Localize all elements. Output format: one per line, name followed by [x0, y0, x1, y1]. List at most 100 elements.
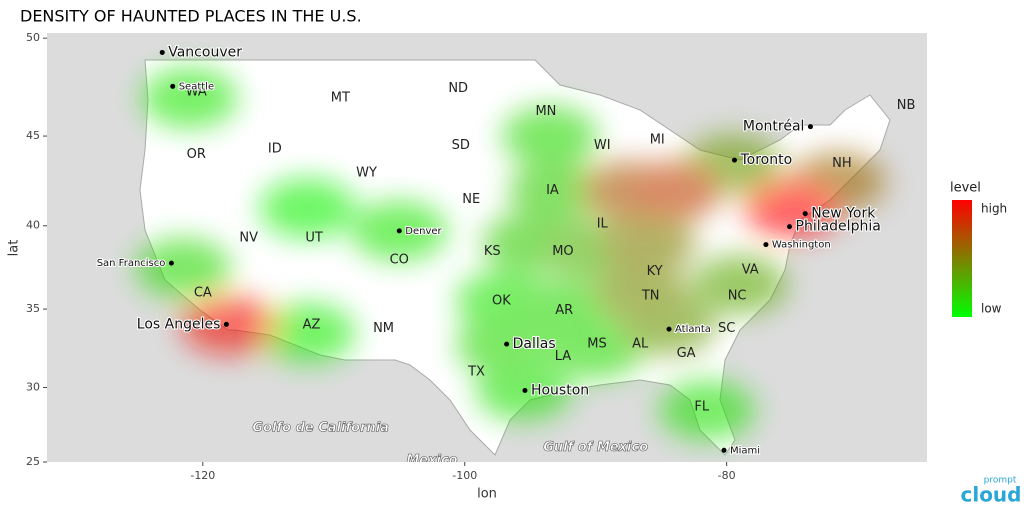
legend-title: level — [950, 181, 981, 196]
state-label: GA — [677, 346, 696, 361]
state-label: NH — [832, 156, 852, 171]
city-label: New York — [811, 206, 876, 222]
density-blob — [259, 303, 356, 364]
state-label: WY — [356, 165, 377, 180]
density-blob — [547, 318, 644, 379]
state-label: KY — [647, 264, 663, 279]
logo-top: prompt — [984, 476, 1017, 486]
state-label: AR — [555, 303, 573, 318]
state-label: MS — [587, 337, 606, 352]
state-label: NB — [897, 98, 916, 113]
logo-main: cloud — [960, 483, 1021, 507]
city-label: Los Angeles — [137, 316, 221, 332]
city-dot — [763, 242, 769, 248]
state-label: SC — [718, 321, 735, 336]
city-dot — [522, 388, 528, 394]
state-label: CA — [194, 285, 212, 300]
state-label: NM — [373, 321, 394, 336]
state-label: ND — [448, 81, 468, 96]
state-label: TX — [467, 365, 485, 380]
city-dot — [168, 260, 174, 266]
city-label: Washington — [772, 240, 831, 251]
state-label: NC — [728, 289, 747, 304]
y-tick-label: 30 — [26, 380, 40, 393]
state-label: CO — [390, 252, 409, 267]
city-label: Seattle — [179, 81, 214, 92]
y-tick-label: 35 — [26, 302, 40, 315]
place-label: Mexico — [406, 453, 457, 468]
state-label: MI — [650, 132, 665, 147]
city-dot — [223, 321, 229, 327]
state-label: AZ — [303, 318, 321, 333]
state-label: IA — [546, 183, 559, 198]
city-dot — [807, 124, 813, 130]
city-dot — [802, 211, 808, 217]
y-tick-label: 25 — [26, 455, 40, 468]
density-blob — [456, 315, 553, 376]
city-label: Miami — [730, 445, 760, 456]
state-label: NV — [239, 230, 258, 245]
city-dot — [721, 447, 727, 453]
density-blob — [181, 295, 278, 356]
density-blob — [659, 380, 755, 441]
city-dot — [666, 326, 672, 332]
y-axis-label: lat — [7, 240, 22, 257]
x-tick-label: -120 — [190, 469, 215, 482]
state-label: OR — [187, 147, 206, 162]
density-blob — [135, 238, 232, 299]
place-label: Gulf of Mexico — [543, 440, 648, 455]
density-blob — [259, 178, 356, 239]
y-tick-label: 45 — [26, 129, 40, 142]
density-blob — [744, 178, 841, 239]
density-blob — [141, 68, 238, 129]
state-label: LA — [555, 349, 572, 364]
density-blob — [600, 212, 697, 273]
x-axis-label: lon — [477, 487, 497, 502]
state-label: WA — [186, 85, 207, 100]
city-dot — [396, 228, 402, 234]
state-label: SD — [452, 138, 470, 153]
city-dot — [732, 157, 737, 163]
density-blob — [626, 160, 723, 221]
city-dot — [787, 224, 792, 230]
legend-high: high — [981, 202, 1007, 216]
city-label: San Francisco — [97, 258, 166, 269]
density-blob — [501, 106, 598, 167]
chart-title: DENSITY OF HAUNTED PLACES IN THE U.S. — [20, 7, 362, 26]
state-label: UT — [305, 230, 323, 245]
place-label: Golfo de California — [252, 421, 389, 436]
x-tick-label: -80 — [718, 469, 736, 482]
x-tick-label: -100 — [452, 469, 477, 482]
legend-low: low — [981, 302, 1002, 316]
density-layer — [135, 68, 886, 441]
state-label: VA — [742, 262, 759, 277]
density-blob — [593, 262, 690, 323]
state-label: IL — [597, 217, 609, 232]
density-blob — [508, 160, 605, 221]
city-label: Dallas — [513, 336, 556, 352]
state-label: WI — [594, 138, 611, 153]
state-label: OK — [492, 293, 511, 308]
city-label: Montréal — [743, 119, 805, 135]
y-tick-label: 40 — [26, 219, 40, 232]
state-label: NE — [462, 192, 480, 207]
city-dot — [504, 341, 510, 347]
city-label: Denver — [405, 226, 442, 237]
state-label: MN — [535, 104, 556, 119]
density-blob — [691, 254, 788, 315]
state-label: KS — [484, 244, 501, 259]
state-label: FL — [694, 400, 709, 415]
city-label: Toronto — [740, 152, 793, 168]
y-tick-label: 50 — [26, 31, 40, 44]
city-dot — [170, 83, 176, 89]
state-label: MT — [331, 91, 350, 106]
city-dot — [159, 49, 165, 55]
state-label: TN — [641, 289, 660, 304]
city-label: Houston — [531, 383, 589, 399]
map-layer: WA OR ID MT WY ND SD NE NV UT CO CA AZ NM KS OK TX MN IA MO… — [96, 43, 916, 468]
city-label: Philadelphia — [796, 219, 881, 235]
state-label: MO — [552, 244, 573, 259]
city-label: Vancouver — [168, 44, 242, 60]
